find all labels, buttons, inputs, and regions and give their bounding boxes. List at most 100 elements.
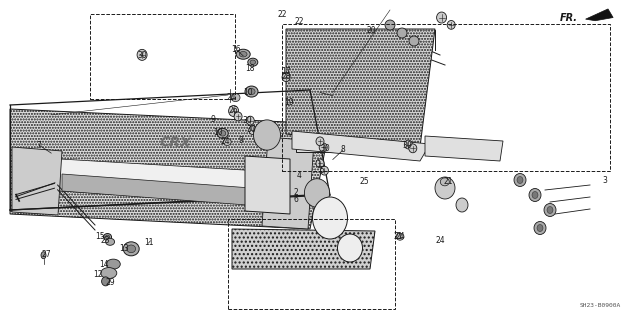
Text: 30: 30 bbox=[246, 125, 257, 134]
Text: 12: 12 bbox=[93, 270, 102, 279]
Text: 7: 7 bbox=[36, 141, 41, 150]
Polygon shape bbox=[292, 131, 430, 161]
Ellipse shape bbox=[436, 12, 447, 23]
Text: 22: 22 bbox=[278, 10, 287, 19]
Ellipse shape bbox=[228, 106, 239, 116]
Text: 24: 24 bbox=[220, 137, 230, 146]
Text: 4: 4 bbox=[297, 171, 302, 180]
Text: 29: 29 bbox=[106, 278, 116, 287]
Polygon shape bbox=[586, 9, 613, 21]
Text: 20: 20 bbox=[366, 26, 376, 35]
Ellipse shape bbox=[404, 140, 412, 149]
Text: FR.: FR. bbox=[560, 12, 578, 23]
Ellipse shape bbox=[532, 191, 538, 198]
Ellipse shape bbox=[104, 234, 111, 241]
Ellipse shape bbox=[236, 49, 250, 59]
Ellipse shape bbox=[321, 166, 328, 175]
Text: 11: 11 bbox=[144, 238, 153, 247]
Text: 13: 13 bbox=[118, 244, 129, 253]
Ellipse shape bbox=[102, 277, 109, 286]
Ellipse shape bbox=[396, 233, 404, 240]
Ellipse shape bbox=[305, 179, 330, 207]
Text: 30: 30 bbox=[242, 116, 252, 125]
Text: 18: 18 bbox=[245, 64, 254, 73]
Ellipse shape bbox=[312, 197, 348, 239]
Text: SH23-B0900A: SH23-B0900A bbox=[580, 303, 621, 308]
Text: 5: 5 bbox=[319, 166, 324, 175]
Ellipse shape bbox=[409, 144, 417, 153]
Ellipse shape bbox=[137, 49, 147, 60]
Polygon shape bbox=[286, 29, 435, 147]
Ellipse shape bbox=[248, 58, 258, 66]
Text: 14: 14 bbox=[99, 260, 109, 269]
Ellipse shape bbox=[517, 176, 523, 183]
Ellipse shape bbox=[319, 143, 327, 152]
Ellipse shape bbox=[231, 93, 240, 102]
Ellipse shape bbox=[282, 73, 290, 82]
Ellipse shape bbox=[514, 174, 526, 187]
Polygon shape bbox=[296, 100, 338, 152]
Ellipse shape bbox=[249, 126, 257, 135]
Ellipse shape bbox=[245, 86, 258, 97]
Ellipse shape bbox=[456, 198, 468, 212]
Text: 30: 30 bbox=[403, 141, 413, 150]
Ellipse shape bbox=[544, 204, 556, 217]
Ellipse shape bbox=[234, 112, 242, 121]
Ellipse shape bbox=[537, 225, 543, 232]
Text: 10: 10 bbox=[212, 128, 223, 137]
Text: 23: 23 bbox=[100, 236, 111, 245]
Ellipse shape bbox=[127, 245, 136, 253]
Ellipse shape bbox=[220, 130, 226, 136]
Text: 24: 24 bbox=[396, 232, 406, 241]
Ellipse shape bbox=[316, 137, 324, 146]
Polygon shape bbox=[245, 156, 290, 214]
Text: 30: 30 bbox=[320, 144, 330, 153]
Polygon shape bbox=[425, 136, 503, 161]
Ellipse shape bbox=[440, 178, 449, 186]
Ellipse shape bbox=[41, 252, 46, 259]
Text: 9: 9 bbox=[239, 136, 244, 145]
Text: 16: 16 bbox=[230, 45, 241, 54]
Ellipse shape bbox=[246, 116, 254, 125]
Ellipse shape bbox=[101, 268, 117, 278]
Text: 25: 25 bbox=[360, 177, 370, 186]
Text: 19: 19 bbox=[284, 98, 294, 107]
Ellipse shape bbox=[248, 89, 255, 94]
Text: 2: 2 bbox=[293, 189, 298, 197]
Text: 24: 24 bbox=[227, 93, 237, 102]
Ellipse shape bbox=[106, 238, 115, 245]
Ellipse shape bbox=[217, 128, 228, 138]
Text: 30: 30 bbox=[138, 51, 148, 60]
Polygon shape bbox=[10, 109, 330, 229]
Ellipse shape bbox=[316, 159, 324, 168]
Ellipse shape bbox=[409, 36, 419, 46]
Polygon shape bbox=[12, 147, 62, 215]
Text: 9: 9 bbox=[210, 115, 215, 124]
Ellipse shape bbox=[447, 20, 455, 29]
Ellipse shape bbox=[253, 120, 280, 150]
Ellipse shape bbox=[529, 189, 541, 202]
Ellipse shape bbox=[106, 259, 120, 269]
Ellipse shape bbox=[250, 60, 255, 64]
Text: 28: 28 bbox=[282, 72, 291, 81]
Polygon shape bbox=[62, 174, 265, 206]
Text: 6: 6 bbox=[293, 195, 298, 204]
Ellipse shape bbox=[547, 206, 553, 213]
Ellipse shape bbox=[534, 221, 546, 234]
Ellipse shape bbox=[435, 177, 455, 199]
Text: CRX: CRX bbox=[159, 135, 191, 151]
Ellipse shape bbox=[123, 242, 140, 256]
Ellipse shape bbox=[385, 20, 395, 30]
Text: 21: 21 bbox=[394, 232, 403, 241]
Text: 22: 22 bbox=[295, 17, 304, 26]
Text: 15: 15 bbox=[95, 232, 106, 241]
Ellipse shape bbox=[223, 138, 231, 145]
Polygon shape bbox=[232, 229, 375, 269]
Polygon shape bbox=[262, 137, 314, 229]
Text: 1: 1 bbox=[316, 160, 321, 169]
Text: 3: 3 bbox=[602, 176, 607, 185]
Ellipse shape bbox=[337, 234, 362, 262]
Text: 17: 17 bbox=[281, 67, 291, 76]
Ellipse shape bbox=[397, 28, 407, 38]
Text: 27: 27 bbox=[42, 250, 52, 259]
